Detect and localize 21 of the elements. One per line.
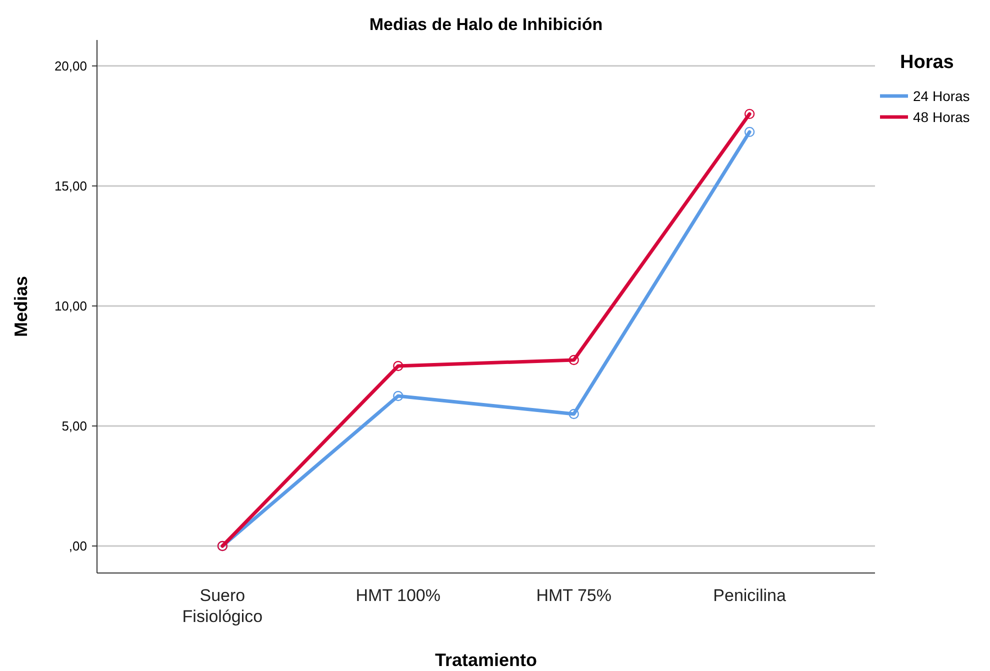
x-tick-label: Suero Fisiológico bbox=[182, 586, 263, 626]
y-tick-label: ,00 bbox=[68, 538, 87, 554]
point bbox=[744, 126, 755, 138]
point bbox=[568, 354, 579, 366]
y-tick-label: 15,00 bbox=[54, 178, 87, 194]
x-tick-label: HMT 75% bbox=[536, 586, 612, 605]
x-axis-title: Tratamiento bbox=[434, 650, 538, 670]
y-tick-label: 10,00 bbox=[54, 298, 87, 314]
x-tick-label: Penicilina bbox=[713, 586, 786, 605]
legend-title: Horas bbox=[900, 52, 954, 73]
point bbox=[393, 390, 404, 402]
point bbox=[568, 408, 579, 420]
legend-label: 24 Horas bbox=[913, 88, 970, 104]
y-axis-title: Medias bbox=[11, 276, 31, 338]
point bbox=[393, 360, 404, 372]
legend-label: 48 Horas bbox=[913, 108, 970, 125]
chart-title: Medias de Halo de Inhibición bbox=[369, 15, 603, 34]
y-tick-label: 20,00 bbox=[54, 58, 87, 74]
point bbox=[744, 108, 755, 120]
x-tick-label: HMT 100% bbox=[356, 586, 441, 605]
y-tick-label: 5,00 bbox=[62, 418, 87, 434]
